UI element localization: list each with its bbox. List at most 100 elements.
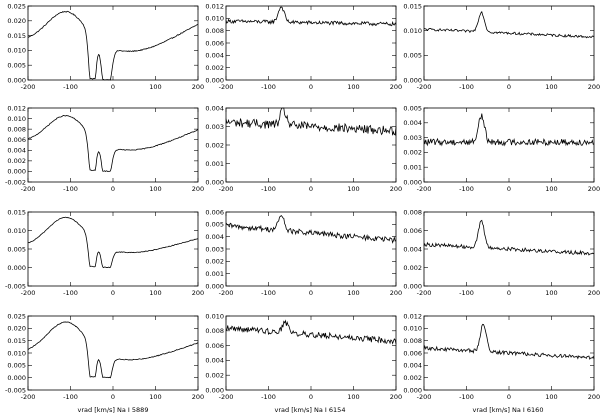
y-tick-label: 0.001	[205, 270, 224, 278]
y-tick-label: 0.002	[205, 372, 224, 380]
y-tick-label: 0.012	[205, 2, 224, 10]
y-tick-label: 0.006	[403, 349, 422, 357]
y-tick-label: 0.006	[205, 39, 224, 47]
axes-frame	[27, 107, 199, 183]
x-tick-label: -100	[459, 393, 474, 401]
y-tick-label: 0.025	[7, 312, 26, 320]
x-tick-label: 0	[309, 393, 313, 401]
y-tick-label: 0.015	[7, 32, 26, 40]
spectrum-line	[27, 321, 199, 379]
y-tick-label: 0.000	[205, 282, 224, 290]
x-tick-label: 100	[149, 185, 161, 193]
y-tick-label: 0.002	[205, 258, 224, 266]
y-tick-label: 0.008	[403, 337, 422, 345]
x-tick-label: -200	[417, 185, 432, 193]
panel-r2-c1: -200 -100 0 100 200 -0.002 0.000 0.002 0.004 0.00…	[5, 104, 204, 193]
y-tick-label: 0.012	[403, 312, 422, 320]
y-tick-label: 0.015	[7, 208, 26, 216]
y-tick-label: 0.001	[205, 160, 224, 168]
x-tick-label: 100	[545, 289, 557, 297]
y-tick-label: 0.000	[403, 76, 422, 84]
x-tick-label: 200	[588, 289, 600, 297]
x-tick-label: 100	[347, 393, 359, 401]
y-tick-label: 0.010	[205, 15, 224, 23]
x-tick-label: 100	[347, 185, 359, 193]
y-tick-label: 0.000	[403, 282, 422, 290]
spectrum-line	[27, 115, 199, 173]
x-tick-label: 200	[192, 83, 204, 91]
panel-r4-c3: -200 -100 0 100 200 0.000 0.002 0.004 0.006 0.008…	[403, 312, 600, 401]
y-tick-label: 0.003	[205, 123, 224, 131]
x-tick-label: 200	[390, 289, 402, 297]
y-tick-label: 0.004	[403, 119, 422, 127]
y-tick-label: 0.010	[205, 312, 224, 320]
x-tick-label: 0	[309, 289, 313, 297]
axes-frame	[225, 315, 397, 391]
y-tick-label: 0.006	[205, 342, 224, 350]
y-tick-label: 0.003	[403, 134, 422, 142]
x-tick-label: -100	[63, 393, 78, 401]
y-tick-label: 0.006	[7, 136, 26, 144]
y-tick-label: 0.010	[7, 115, 26, 123]
x-tick-label: 0	[111, 393, 115, 401]
y-tick-label: 0.000	[205, 386, 224, 394]
spectrum-line	[423, 113, 595, 147]
x-tick-label: -100	[63, 83, 78, 91]
x-tick-label: 0	[507, 289, 511, 297]
x-tick-label: -100	[63, 289, 78, 297]
x-axis-label-col-3: vrad [km/s] Na I 6160	[473, 406, 544, 414]
x-tick-label: 200	[390, 393, 402, 401]
spectrum-line	[225, 319, 397, 345]
spectrum-line	[225, 6, 397, 27]
x-tick-label: -100	[459, 83, 474, 91]
panel-r1-c2: -200 -100 0 100 200 0.000 0.002 0.004 0.006 0.008…	[205, 2, 402, 91]
axes-frame	[27, 315, 199, 391]
y-tick-label: 0.000	[7, 76, 26, 84]
y-tick-label: -0.005	[5, 282, 26, 290]
panel-r3-c3: -200 -100 0 100 200 0.000 0.002 0.004 0.006 0.008	[403, 208, 600, 297]
y-tick-label: 0.008	[403, 208, 422, 216]
axes-frame	[225, 211, 397, 287]
x-tick-label: -200	[219, 185, 234, 193]
x-tick-label: 100	[545, 185, 557, 193]
x-tick-label: 200	[588, 185, 600, 193]
y-tick-label: 0.012	[7, 104, 26, 112]
x-tick-label: -100	[459, 185, 474, 193]
x-axis-label-col-2: vrad [km/s] Na I 6154	[275, 406, 346, 414]
y-tick-label: 0.004	[205, 52, 224, 60]
x-tick-label: 0	[507, 393, 511, 401]
y-tick-label: 0.004	[205, 357, 224, 365]
y-tick-label: 0.008	[205, 27, 224, 35]
panel-r3-c2: -200 -100 0 100 200 0.000 0.001 0.002 0.003 0.004…	[205, 208, 402, 297]
y-tick-label: 0.010	[7, 349, 26, 357]
x-tick-label: -100	[261, 289, 276, 297]
y-tick-label: 0.020	[7, 325, 26, 333]
spectrum-line	[27, 10, 199, 81]
axes-frame	[225, 5, 397, 81]
y-tick-label: 0.005	[205, 221, 224, 229]
y-tick-label: 0.006	[205, 208, 224, 216]
y-tick-label: 0.005	[403, 52, 422, 60]
x-tick-label: -200	[21, 83, 36, 91]
x-tick-label: -200	[219, 83, 234, 91]
y-tick-label: 0.010	[403, 325, 422, 333]
axes-frame	[423, 107, 595, 183]
y-tick-label: 0.002	[403, 264, 422, 272]
x-tick-label: 100	[149, 393, 161, 401]
y-tick-label: 0.002	[205, 141, 224, 149]
y-tick-label: 0.000	[403, 178, 422, 186]
panel-r1-c3: -200 -100 0 100 200 0.000 0.005 0.010 0.015	[403, 2, 600, 91]
panel-r3-c1: -200 -100 0 100 200 -0.005 0.000 0.005 0.010 0.01…	[5, 208, 204, 297]
x-tick-label: -200	[219, 289, 234, 297]
panels-grid: -200 -100 0 100 2000.0000.0050.0100.0150.020…	[5, 2, 600, 401]
y-tick-label: 0.004	[403, 362, 422, 370]
x-tick-label: 100	[347, 83, 359, 91]
y-tick-label: 0.002	[403, 149, 422, 157]
panel-r4-c1: -200 -100 0 100 200 -0.005 0.000 0.005 0.010 0.01…	[5, 312, 204, 401]
x-tick-label: 0	[507, 83, 511, 91]
y-tick-label: 0.004	[205, 233, 224, 241]
x-tick-label: -100	[63, 185, 78, 193]
y-tick-label: 0.004	[403, 245, 422, 253]
y-tick-label: 0.000	[7, 264, 26, 272]
